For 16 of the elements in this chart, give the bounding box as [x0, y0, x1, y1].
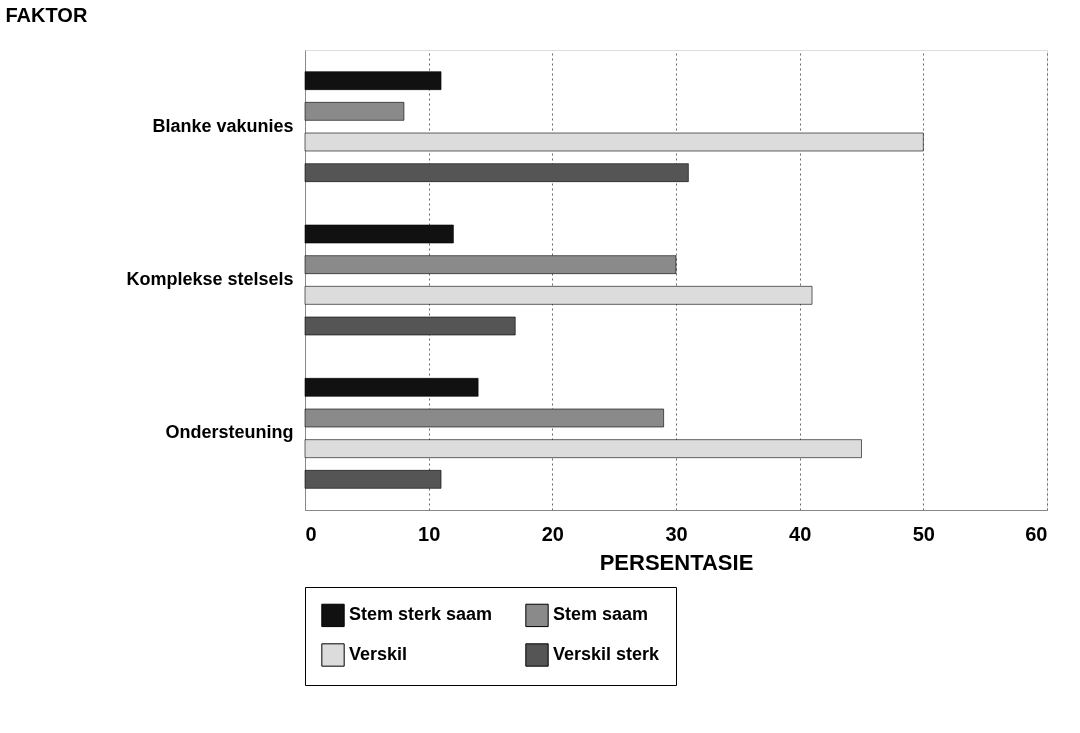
x-axis-title: PERSENTASIE	[599, 549, 754, 575]
legend-label: Verskil sterk	[553, 644, 661, 664]
y-tick-label: Komplekse stelsels	[126, 269, 294, 289]
x-tick-label: 10	[418, 522, 441, 545]
legend-label: Stem sterk saam	[349, 604, 493, 625]
y-tick-label: Ondersteuning	[165, 422, 294, 443]
x-tick-label: 50	[912, 522, 935, 545]
x-tick-label: 30	[665, 522, 688, 545]
x-tick-label: 40	[789, 522, 812, 545]
x-tick-label: 0	[305, 522, 317, 545]
y-tick-label: Blanke vakunies	[152, 115, 294, 136]
x-tick-label: 20	[541, 522, 564, 545]
x-tick-label: 60	[1025, 522, 1048, 545]
legend-label: Verskil	[349, 644, 408, 664]
legend-label: Stem saam	[553, 604, 649, 625]
y-axis-title: FAKTOR	[5, 3, 88, 26]
